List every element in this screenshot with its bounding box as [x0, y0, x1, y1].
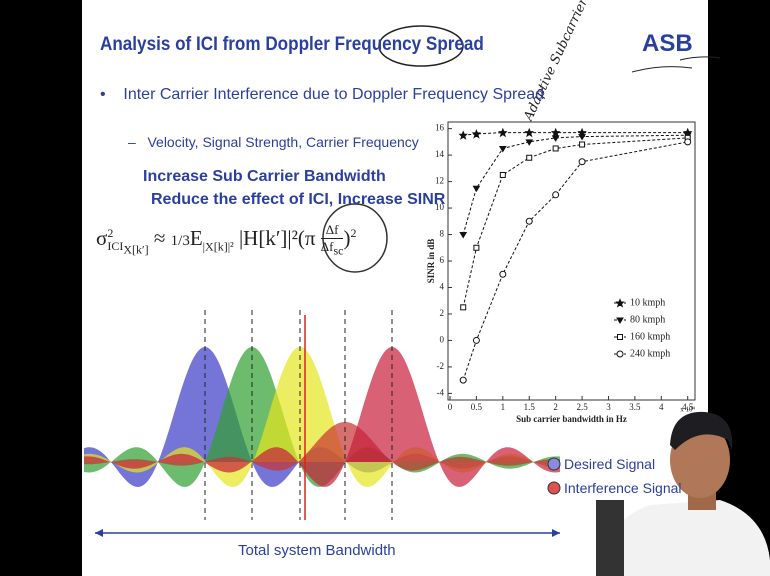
series-line — [463, 133, 688, 136]
legend-marker — [618, 335, 623, 340]
f-part: ≈ — [154, 226, 166, 250]
marker — [552, 129, 559, 136]
sub-bullet-text: Velocity, Signal Strength, Carrier Frequ… — [147, 134, 418, 150]
f-part: ICI — [107, 239, 123, 253]
marker — [526, 218, 532, 224]
y-axis-label: SINR in dB — [426, 239, 436, 284]
legend-label: Interference Signal — [564, 480, 682, 496]
marker — [553, 146, 558, 151]
x-tick-label: 2 — [553, 402, 558, 412]
marker — [685, 139, 691, 145]
f-part: (π — [298, 226, 316, 250]
legend-label: Desired Signal — [564, 456, 655, 472]
legend-label: 80 kmph — [630, 314, 665, 325]
y-tick-label: -4 — [437, 387, 445, 397]
marker — [473, 186, 479, 191]
f-part: Δf — [321, 222, 344, 239]
slide-title: Analysis of ICI from Doppler Frequency S… — [100, 34, 484, 56]
x-tick-label: 3.5 — [629, 402, 641, 412]
x-tick-label: 0 — [448, 402, 453, 412]
sub-bullet: – Velocity, Signal Strength, Carrier Fre… — [128, 134, 419, 150]
y-tick-label: 16 — [435, 123, 445, 133]
y-tick-label: 12 — [435, 176, 444, 186]
y-tick-label: -2 — [437, 361, 445, 371]
marker — [580, 142, 585, 147]
handwriting: Adaptive Subcarrier Bandwidth — [521, 0, 623, 124]
series-line — [463, 138, 688, 307]
marker — [461, 305, 466, 310]
marker — [474, 245, 479, 250]
marker — [499, 129, 506, 136]
emphasis: Increase Sub Carrier Bandwidth — [143, 168, 386, 186]
series-line — [463, 142, 688, 380]
screenshot: Adaptive Subcarrier Bandwidth -4 -2 0 2 4 6 8 1… — [0, 0, 770, 576]
legend-marker — [617, 300, 624, 307]
x-axis-label: Sub carrier bandwidth in Hz — [516, 414, 627, 424]
marker — [473, 130, 480, 137]
f-part: σ — [96, 226, 107, 250]
legend-label: 10 kmph — [630, 297, 665, 308]
y-tick-label: 6 — [440, 255, 445, 265]
emphasis: Reduce the effect of ICI, Increase SINR — [151, 191, 445, 209]
f-part: sc — [333, 244, 343, 258]
scribble — [632, 57, 720, 72]
f-part: Δf — [321, 239, 334, 254]
marker — [460, 377, 466, 383]
y-tick-label: 0 — [440, 334, 445, 344]
logo: ASB — [642, 30, 693, 58]
x-tick-label: 4 — [659, 402, 664, 412]
bottom-label: Total system Bandwidth — [238, 542, 396, 559]
legend-marker — [617, 318, 623, 323]
x-tick-label: 1.5 — [524, 402, 536, 412]
x-tick-label: 3 — [606, 402, 611, 412]
x-tick-label: 2.5 — [576, 402, 588, 412]
f-part: X[k′] — [123, 243, 148, 257]
f-part: 1/3 — [171, 233, 190, 249]
y-tick-label: 4 — [440, 282, 445, 292]
x-tick-label: 1 — [501, 402, 506, 412]
marker — [473, 337, 479, 343]
f-part: E — [190, 226, 203, 250]
marker — [500, 271, 506, 277]
f-part: 2 — [350, 226, 356, 240]
y-tick-label: 2 — [440, 308, 445, 318]
marker — [500, 172, 505, 177]
marker — [579, 135, 585, 140]
marker — [579, 159, 585, 165]
y-tick-label: 8 — [440, 229, 445, 239]
legend-dot — [548, 458, 560, 470]
f-part: |H[k′]|² — [239, 226, 298, 250]
marker — [527, 155, 532, 160]
f-part: 2 — [107, 226, 113, 240]
y-tick-label: 14 — [435, 149, 445, 159]
legend-label: 240 kmph — [630, 348, 670, 359]
f-part: |X[k]|² — [203, 239, 234, 253]
series-line — [463, 135, 688, 234]
marker — [460, 233, 466, 238]
x-tick-label: 0.5 — [471, 402, 483, 412]
bullet: • Inter Carrier Interference due to Dopp… — [100, 86, 544, 104]
legend-dot — [548, 482, 560, 494]
x-multiplier: x 10⁴ — [680, 406, 695, 414]
marker — [526, 129, 533, 136]
legend-marker — [617, 351, 623, 357]
marker — [553, 192, 559, 198]
marker — [460, 132, 467, 139]
legend-label: 160 kmph — [630, 331, 670, 342]
bullet-text: Inter Carrier Interference due to Dopple… — [123, 86, 544, 103]
subcarrier-spectrum — [84, 310, 560, 520]
